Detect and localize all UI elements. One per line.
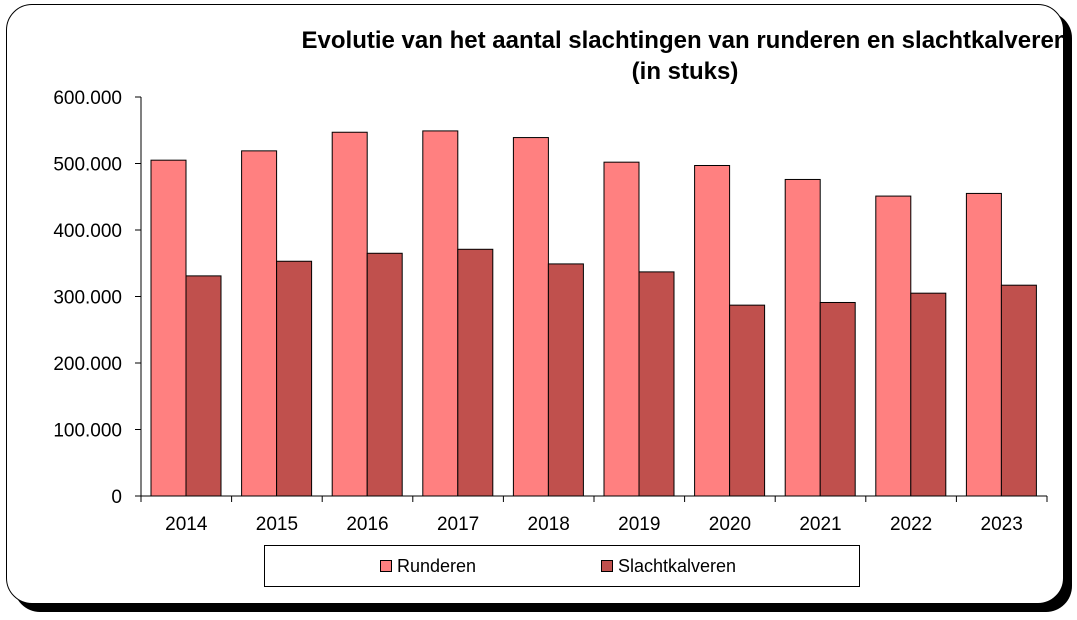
- y-tick-label: 100.000: [53, 421, 122, 442]
- legend-item-runderen: Runderen: [380, 546, 476, 586]
- bar-runderen-2021: [784, 178, 821, 497]
- bar-slachtkalveren-2015: [276, 260, 313, 497]
- x-tick-label: 2014: [165, 514, 208, 535]
- bar-runderen-2017: [422, 130, 459, 497]
- legend-label-runderen: Runderen: [397, 555, 477, 576]
- x-tick-label: 2018: [528, 514, 570, 535]
- bar-runderen-2019: [603, 161, 640, 497]
- bar-slachtkalveren-2014: [185, 275, 222, 497]
- legend-item-slachtkalveren: Slachtkalveren: [601, 546, 736, 586]
- y-tick-label: 0: [111, 487, 122, 508]
- y-tick-label: 600.000: [53, 88, 122, 109]
- bar-runderen-2023: [965, 192, 1002, 497]
- bar-runderen-2020: [694, 164, 731, 497]
- legend-label-slachtkalveren: Slachtkalveren: [618, 555, 737, 576]
- y-tick-label: 300.000: [53, 288, 122, 309]
- bar-slachtkalveren-2016: [366, 252, 403, 497]
- legend: Runderen Slachtkalveren: [264, 545, 860, 587]
- bar-slachtkalveren-2020: [729, 304, 766, 497]
- bar-runderen-2014: [150, 159, 187, 497]
- bar-slachtkalveren-2021: [819, 301, 856, 497]
- x-tick-label: 2015: [256, 514, 298, 535]
- bar-slachtkalveren-2022: [910, 292, 947, 497]
- x-tick-label: 2019: [618, 514, 660, 535]
- x-tick-label: 2021: [799, 514, 841, 535]
- x-tick-label: 2022: [890, 514, 932, 535]
- x-tick-label: 2020: [709, 514, 751, 535]
- y-tick-label: 400.000: [53, 221, 122, 242]
- legend-swatch-slachtkalveren: [601, 560, 613, 572]
- legend-swatch-runderen: [380, 560, 392, 572]
- bar-slachtkalveren-2023: [1000, 284, 1037, 497]
- y-tick-label: 200.000: [53, 354, 122, 375]
- chart-subtitle: (in stuks): [631, 58, 739, 85]
- bar-runderen-2018: [512, 137, 549, 497]
- bar-runderen-2022: [875, 195, 912, 497]
- x-tick-label: 2017: [437, 514, 479, 535]
- x-tick-label: 2016: [346, 514, 388, 535]
- chart-title: Evolutie van het aantal slachtingen van …: [301, 27, 1069, 54]
- y-tick-label: 500.000: [53, 155, 122, 176]
- bar-runderen-2016: [331, 131, 368, 497]
- bar-slachtkalveren-2019: [638, 271, 675, 497]
- bar-slachtkalveren-2017: [457, 248, 494, 497]
- bar-slachtkalveren-2018: [547, 263, 584, 497]
- x-tick-label: 2023: [981, 514, 1023, 535]
- bar-runderen-2015: [241, 150, 278, 497]
